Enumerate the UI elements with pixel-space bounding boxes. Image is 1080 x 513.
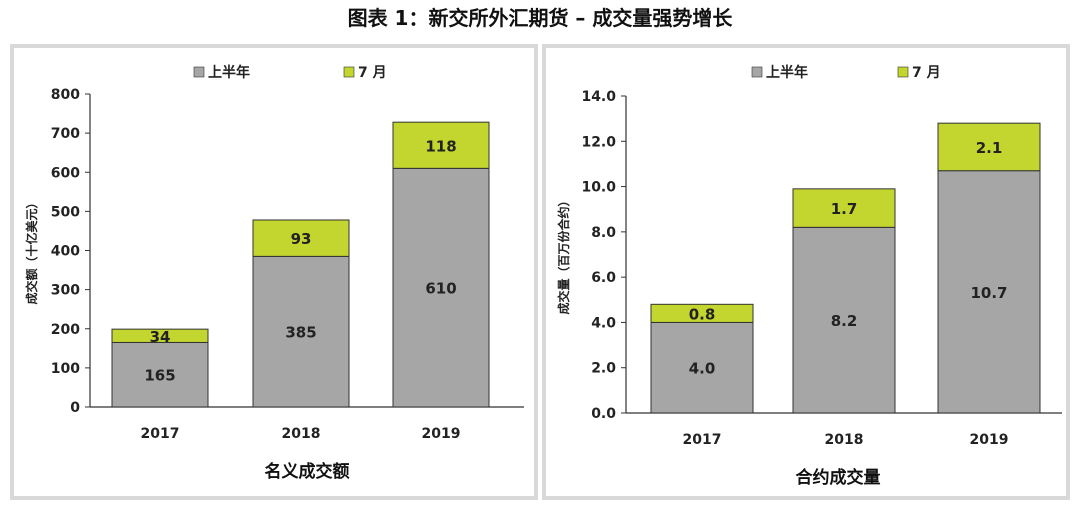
- bar-value-label: 2.1: [976, 139, 1003, 157]
- bar-2017-series-0: [111, 341, 209, 408]
- bar-2017-series-0: [650, 321, 754, 414]
- y-tick-label: 8.0: [591, 225, 616, 241]
- y-tick-label: 300: [51, 283, 80, 299]
- bar-2018-series-1: [792, 188, 896, 228]
- legend-label-1: 7 月: [912, 65, 941, 81]
- bar-value-label: 10.7: [970, 284, 1007, 302]
- bar-2019-series-0: [392, 167, 490, 408]
- y-tick-label: 600: [51, 165, 80, 181]
- y-tick-label: 800: [51, 87, 80, 103]
- bar-value-label: 93: [291, 230, 312, 248]
- x-tick-label: 2019: [422, 426, 461, 442]
- x-axis-title: 名义成交额: [265, 461, 350, 482]
- y-axis-label: 成交量（百万份合约）: [556, 194, 571, 314]
- y-tick-label: 6.0: [591, 270, 616, 286]
- bar-2018-series-1: [252, 219, 350, 257]
- legend-label-0: 上半年: [766, 64, 808, 81]
- x-tick-label: 2018: [282, 426, 321, 442]
- legend-swatch-1: [897, 66, 909, 78]
- bar-value-label: 118: [425, 137, 456, 155]
- bar-2019-series-0: [937, 170, 1041, 414]
- chart-notional-volume: 上半年 7 月 0 100 200 300 400 500 600 700 800 成交额（十亿美元）…: [24, 64, 524, 482]
- x-tick-label: 2018: [825, 432, 864, 448]
- bar-2018-series-0: [252, 255, 350, 408]
- chart-panel-notional-volume: 上半年 7 月 0 100 200 300 400 500 600 700 800 成交额（十亿美元）…: [10, 44, 538, 500]
- bar-value-label: 165: [144, 367, 175, 385]
- y-tick-label: 2.0: [591, 361, 616, 377]
- x-tick-label: 2017: [683, 432, 722, 448]
- y-tick-label: 4.0: [591, 315, 616, 331]
- legend-swatch-0: [193, 66, 205, 78]
- y-tick-label: 12.0: [581, 134, 616, 150]
- chart-contract-volume: 上半年 7 月 0.0 2.0 4.0 6.0 8.0 10.0 12.0 14.0 成交量（百万份…: [556, 64, 1062, 488]
- x-axis-title: 合约成交量: [796, 467, 881, 488]
- y-tick-label: 10.0: [581, 180, 616, 196]
- bar-2019-series-1: [937, 122, 1041, 172]
- bar-2019-series-1: [392, 121, 490, 169]
- y-tick-label: 200: [51, 322, 80, 338]
- y-axis-label: 成交额（十亿美元）: [24, 196, 39, 304]
- bar-2017-series-1: [111, 328, 209, 343]
- bar-value-label: 1.7: [831, 200, 858, 218]
- bar-value-label: 385: [285, 324, 316, 342]
- bar-value-label: 4.0: [689, 360, 716, 378]
- legend-swatch-1: [343, 66, 355, 78]
- legend-swatch-0: [751, 66, 763, 78]
- y-tick-label: 0: [70, 400, 80, 416]
- page-title: 图表 1：新交所外汇期货 – 成交量强势增长: [347, 6, 733, 30]
- y-tick-label: 14.0: [581, 89, 616, 105]
- bar-value-label: 8.2: [831, 312, 858, 330]
- bar-value-label: 610: [425, 280, 456, 298]
- bar-2018-series-0: [792, 226, 896, 414]
- x-tick-label: 2019: [970, 432, 1009, 448]
- y-tick-label: 0.0: [591, 406, 616, 422]
- bar-value-label: 34: [150, 328, 171, 346]
- y-tick-label: 100: [51, 361, 80, 377]
- legend-label-0: 上半年: [208, 64, 250, 81]
- x-tick-label: 2017: [141, 426, 180, 442]
- bar-value-label: 0.8: [689, 305, 716, 323]
- y-tick-label: 700: [51, 126, 80, 142]
- bar-2017-series-1: [650, 303, 754, 323]
- y-tick-label: 400: [51, 244, 80, 260]
- y-tick-label: 500: [51, 204, 80, 220]
- legend-label-1: 7 月: [358, 65, 387, 81]
- chart-panel-contract-volume: 上半年 7 月 0.0 2.0 4.0 6.0 8.0 10.0 12.0 14.0 成交量（百万份…: [542, 44, 1070, 500]
